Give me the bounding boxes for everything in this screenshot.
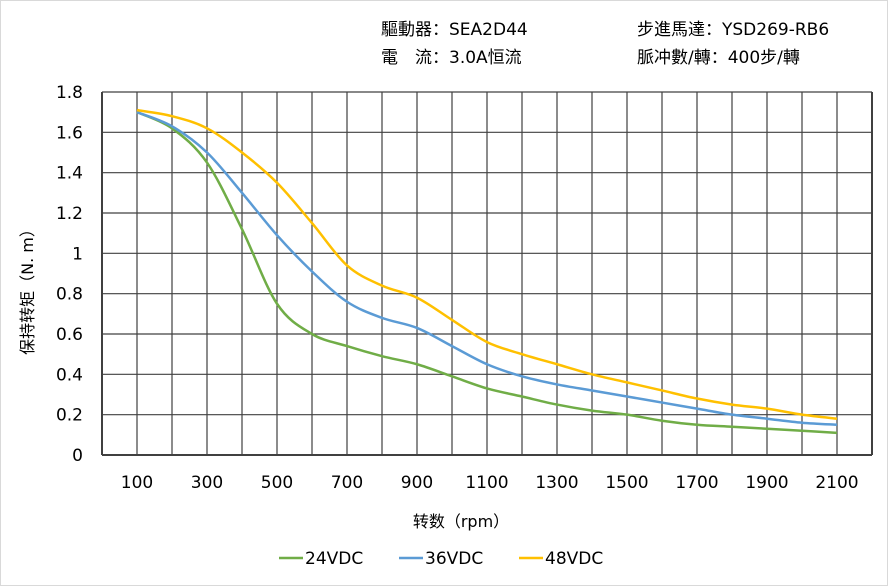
current-info: 電 流：3.0A恒流 bbox=[381, 43, 522, 68]
x-tick-label: 900 bbox=[401, 473, 433, 493]
grid bbox=[101, 91, 873, 456]
legend-label: 24VDC bbox=[305, 549, 363, 569]
motor-value: YSD269-RB6 bbox=[722, 20, 830, 40]
pulse-label: 脈冲數/轉： bbox=[637, 48, 728, 68]
x-tick-labels: 100 300 500 700 900 1100 1300 1500 1700 1900 2100 bbox=[121, 473, 859, 493]
x-tick-label: 2100 bbox=[815, 473, 858, 493]
legend-label: 48VDC bbox=[545, 549, 603, 569]
current-value: 3.0A恒流 bbox=[449, 48, 522, 68]
x-tick-label: 100 bbox=[121, 473, 153, 493]
y-tick-label: 0.4 bbox=[56, 365, 83, 385]
series-line-36VDC bbox=[136, 111, 838, 426]
y-tick-label: 1.6 bbox=[56, 123, 83, 143]
x-axis-title: 转数（rpm） bbox=[413, 512, 509, 531]
y-tick-label: 1 bbox=[72, 244, 83, 264]
series-lines bbox=[136, 108, 838, 435]
y-axis-title: 保持转矩（N. m） bbox=[18, 221, 37, 355]
x-tick-label: 1300 bbox=[535, 473, 578, 493]
x-tick-label: 1900 bbox=[745, 473, 788, 493]
driver-value: SEA2D44 bbox=[449, 20, 528, 40]
driver-label: 驅動器： bbox=[381, 20, 449, 40]
x-tick-label: 700 bbox=[331, 473, 363, 493]
y-tick-label: 0.6 bbox=[56, 325, 83, 345]
legend-label: 36VDC bbox=[425, 549, 483, 569]
x-tick-label: 1100 bbox=[465, 473, 508, 493]
y-tick-label: 0.8 bbox=[56, 285, 83, 305]
current-label: 電 流： bbox=[381, 48, 449, 68]
legend: 24VDC 36VDC 48VDC bbox=[279, 549, 603, 569]
x-tick-label: 300 bbox=[191, 473, 223, 493]
x-tick-label: 1700 bbox=[675, 473, 718, 493]
y-tick-label: 1.8 bbox=[56, 83, 83, 103]
x-tick-label: 500 bbox=[261, 473, 293, 493]
motor-label: 步進馬達： bbox=[637, 20, 722, 40]
y-tick-label: 0 bbox=[72, 446, 83, 466]
y-tick-label: 1.4 bbox=[56, 164, 83, 184]
y-tick-label: 1.2 bbox=[56, 204, 83, 224]
series-line-24VDC bbox=[136, 111, 838, 435]
series-line-48VDC bbox=[136, 108, 838, 420]
pulse-info: 脈冲數/轉：400步/轉 bbox=[637, 43, 800, 68]
y-tick-labels: 0 0.2 0.4 0.6 0.8 1 1.2 1.4 1.6 1.8 bbox=[56, 83, 83, 466]
y-tick-label: 0.2 bbox=[56, 406, 83, 426]
motor-info: 步進馬達：YSD269-RB6 bbox=[637, 15, 829, 40]
pulse-value: 400步/轉 bbox=[727, 48, 800, 68]
driver-info: 驅動器：SEA2D44 bbox=[381, 15, 528, 40]
x-tick-label: 1500 bbox=[605, 473, 648, 493]
